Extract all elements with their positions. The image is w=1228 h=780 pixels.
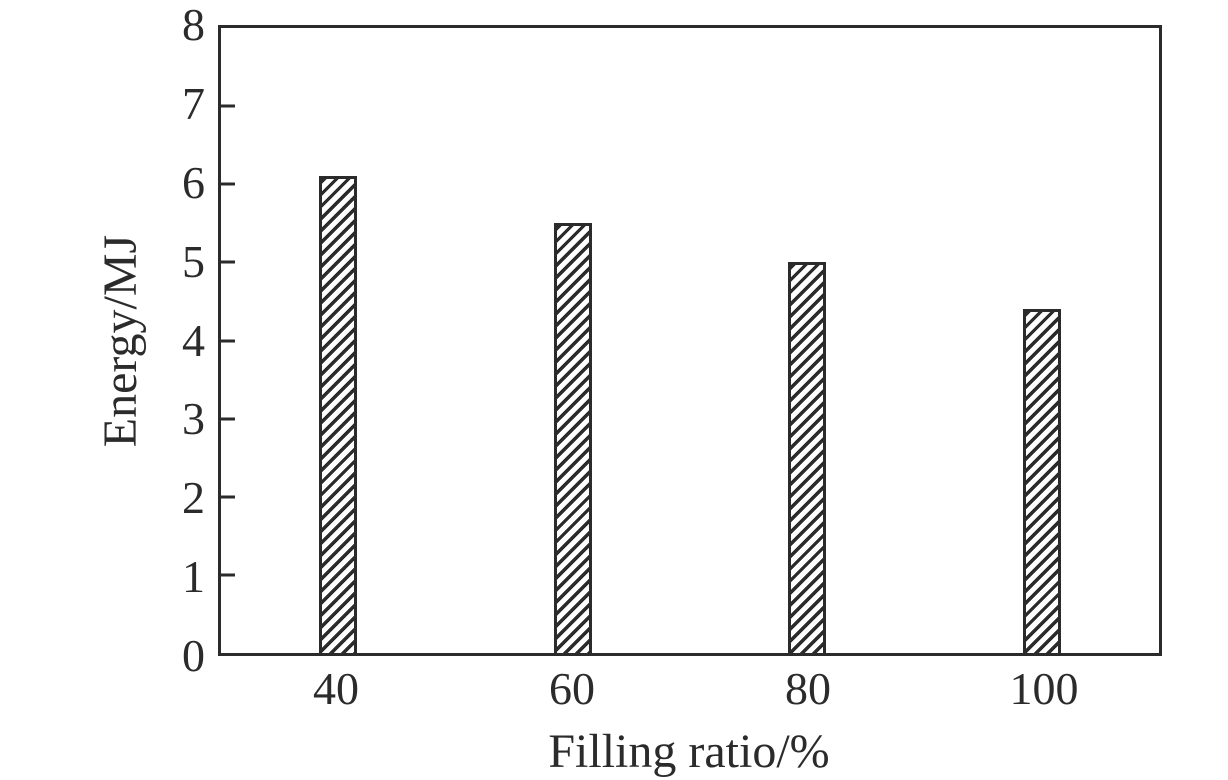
x-axis-title: Filling ratio/%: [548, 725, 830, 778]
x-tick-label: 100: [1009, 663, 1079, 714]
y-axis-tick: [221, 104, 235, 108]
y-tick-label: 7: [182, 77, 205, 129]
y-tick-label: 1: [182, 551, 205, 603]
y-tick-label: 0: [182, 630, 205, 681]
y-axis-tick: [221, 182, 235, 186]
y-tick-labels: 0 1 2 3 4 5 6 7 8: [120, 2, 205, 679]
x-tick-label: 80: [785, 663, 831, 714]
x-tick-labels: 40 60 80 100: [218, 656, 1162, 716]
y-tick-label: 4: [182, 314, 205, 366]
bar-40: [319, 176, 358, 653]
y-axis-tick: [221, 417, 235, 421]
y-tick-label: 5: [182, 235, 205, 287]
y-tick-label: 6: [182, 156, 205, 208]
plot-area: [218, 25, 1162, 656]
y-tick-label: 3: [182, 393, 205, 445]
y-axis-tick: [221, 495, 235, 499]
y-axis-tick: [221, 260, 235, 264]
y-axis-tick: [221, 573, 235, 577]
y-tick-label: 8: [182, 0, 205, 50]
bar-60: [553, 223, 592, 653]
bar-80: [788, 262, 827, 653]
x-tick-label: 40: [313, 663, 359, 714]
y-tick-label: 2: [182, 472, 205, 524]
x-tick-label: 60: [549, 663, 595, 714]
y-axis-tick: [221, 339, 235, 342]
bar-100: [1022, 309, 1061, 653]
